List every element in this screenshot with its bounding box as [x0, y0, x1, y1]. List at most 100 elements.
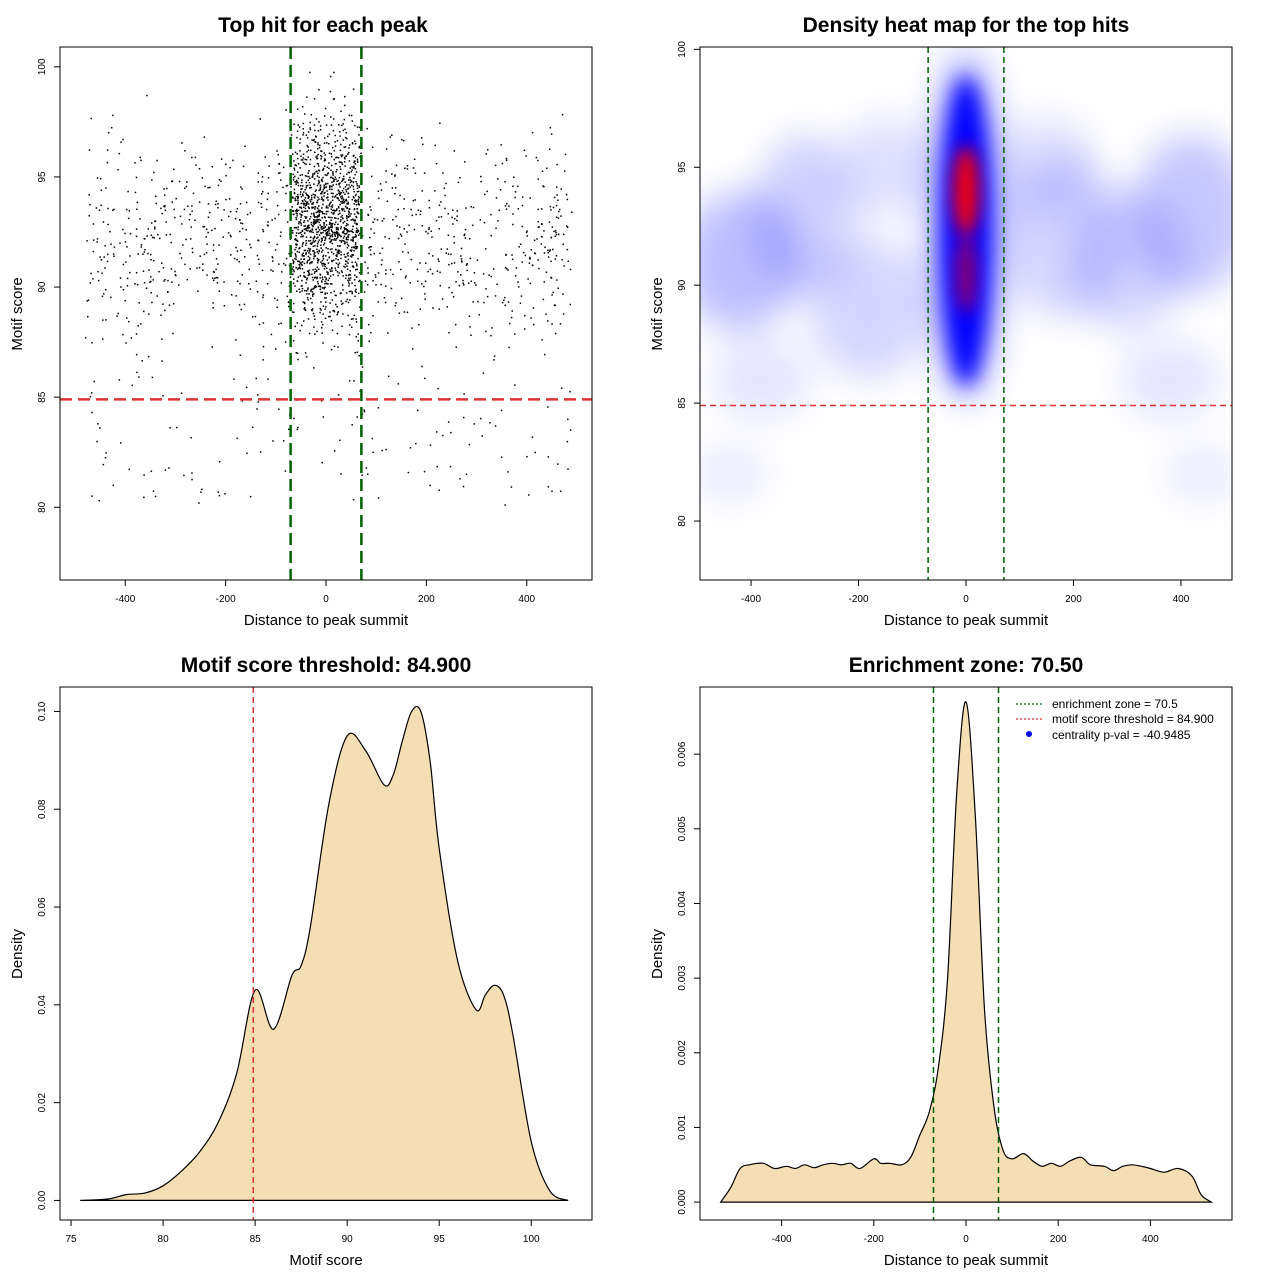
heatmap-y-tick-label: 80 [677, 515, 688, 527]
scatter-point [155, 195, 157, 198]
scatter-point [307, 220, 309, 222]
scatter-point [191, 247, 194, 250]
scatter-point [288, 428, 290, 431]
scatter-point [298, 247, 300, 250]
scatter-point [254, 315, 257, 318]
scatter-point [230, 235, 232, 238]
scatter-point [267, 221, 269, 223]
scatter-point [373, 218, 376, 221]
scatter-point [138, 302, 140, 304]
scatter-point [338, 131, 341, 133]
heatmap-y-tick-label: 100 [677, 41, 688, 58]
scatter-point [350, 213, 352, 215]
heatmap-x-tick-label: -200 [849, 594, 869, 605]
scatter-point [344, 95, 346, 98]
scatter-point [292, 340, 295, 342]
scatter-point [421, 190, 423, 192]
scatter-point [333, 231, 336, 234]
heatmap-background-blob [835, 117, 936, 218]
scatter-point [527, 278, 529, 280]
scatter-point [364, 280, 367, 282]
scatter-point [138, 376, 140, 378]
scatter-point [540, 235, 543, 238]
scatter-point [337, 223, 339, 226]
scatter-point [278, 323, 280, 325]
scatter-point [340, 124, 343, 127]
scatter-point [552, 291, 554, 294]
scatter-point [353, 161, 355, 164]
scatter-point [170, 241, 172, 244]
scatter-point [325, 219, 327, 222]
scatter-point [296, 213, 298, 215]
scatter-point [318, 229, 321, 231]
scatter-point [321, 228, 323, 231]
scatter-point [272, 270, 274, 272]
scatter-point [319, 288, 322, 291]
scatter-point [392, 273, 394, 276]
scatter-point [421, 225, 424, 227]
scatter-point [319, 277, 321, 279]
scatter-point [337, 249, 339, 252]
scatter-point [461, 260, 463, 262]
scatter-point [329, 235, 332, 238]
scatter-point [394, 304, 397, 307]
scatter-point [384, 285, 387, 287]
scatter-plot-frame [59, 46, 593, 581]
scatter-point [348, 279, 351, 281]
scatter-point [303, 302, 306, 305]
scatter-point [309, 236, 312, 239]
scatter-point [329, 216, 331, 219]
scatter-point [555, 255, 558, 257]
scatter-point [372, 451, 374, 454]
scatter-point [276, 191, 278, 193]
scatter-point [359, 232, 361, 235]
scatter-point [316, 259, 319, 262]
scatter-point [308, 252, 310, 254]
scatter-point [344, 165, 346, 167]
scatter-point [235, 210, 238, 213]
scatter-point [260, 202, 262, 205]
scatter-point [241, 188, 243, 190]
scatter-point [330, 205, 332, 208]
scatter-point [496, 283, 498, 286]
scatter-point [354, 261, 357, 263]
scatter-point [351, 228, 354, 231]
scatter-point [152, 279, 154, 281]
scatter-point [356, 416, 358, 418]
scatter-point [397, 383, 400, 385]
scatter-point [313, 272, 316, 275]
scatter-point [337, 189, 340, 192]
scatter-point [336, 193, 338, 196]
scatter-point [297, 200, 299, 202]
scatter-point [306, 201, 309, 203]
scatter-point [339, 227, 342, 230]
scatter-point [535, 156, 538, 159]
scatter-point [353, 197, 355, 199]
scatter-point [309, 290, 312, 292]
scatter-point [358, 234, 360, 236]
scatter-point [310, 289, 312, 291]
scatter-point [384, 236, 386, 238]
scatter-point [332, 172, 334, 175]
scatter-point [538, 267, 540, 270]
distance-density-x-tick-label: 200 [1050, 1234, 1067, 1245]
scatter-point [309, 201, 312, 203]
scatter-point [377, 272, 380, 274]
scatter-point [312, 308, 314, 310]
scatter-point [327, 207, 329, 209]
scatter-point [119, 242, 121, 244]
scatter-point [558, 210, 560, 213]
scatter-point [331, 204, 334, 206]
scatter-point [331, 230, 333, 232]
scatter-point [206, 274, 208, 276]
scatter-point [288, 301, 290, 304]
scatter-point [407, 471, 410, 474]
scatter-point [457, 181, 460, 184]
scatter-point [290, 186, 292, 188]
scatter-point [347, 252, 349, 254]
scatter-point [301, 255, 303, 257]
scatter-point [464, 228, 467, 231]
scatter-point [308, 170, 310, 172]
scatter-point [540, 243, 543, 245]
